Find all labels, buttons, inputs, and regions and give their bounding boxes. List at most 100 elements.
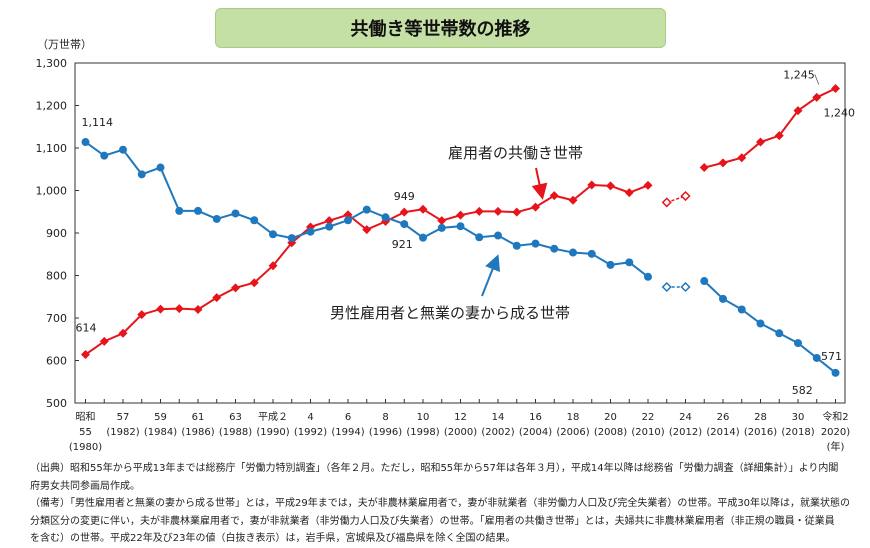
single-income-special-point xyxy=(661,281,672,293)
single-income-data-point xyxy=(362,205,371,214)
note-line: 分類区分の変更に伴い，夫が非農林業雇用者で，妻が非就業者（非労働力人口及び失業者… xyxy=(30,515,835,527)
x-tick-label: (2002) xyxy=(481,427,514,438)
x-tick-label: (2014) xyxy=(706,427,739,438)
dual-income-data-point xyxy=(81,350,90,360)
single-income-data-point xyxy=(812,353,821,362)
single-income-data-point xyxy=(700,277,709,286)
leader-line xyxy=(814,74,820,85)
single-income-data-point xyxy=(831,368,840,377)
chart-title: 共働き等世帯数の推移 xyxy=(215,8,666,48)
dual-income-data-point xyxy=(774,131,784,141)
y-tick-label: 500 xyxy=(46,397,67,410)
x-tick-label: 22 xyxy=(642,412,655,423)
arrow-single-income xyxy=(481,254,501,297)
dual-income-data-point xyxy=(549,191,559,201)
line-chart: （万世帯） 500 600 700 800 900 1,000 1,100 1,200 1,300… xyxy=(36,38,856,453)
single-income-data-point xyxy=(794,339,802,348)
x-tick-label: 28 xyxy=(754,412,767,423)
x-tick-label: (2016) xyxy=(744,427,777,438)
single-income-data-point xyxy=(306,227,315,236)
value-label: 949 xyxy=(394,190,415,203)
x-tick-label: 令和2 xyxy=(822,410,848,423)
series-label-dual-income: 雇用者の共働き世帯 xyxy=(448,144,583,162)
arrow-dual-income xyxy=(531,167,548,200)
single-income-data-point xyxy=(606,260,615,269)
x-tick-label: (2018) xyxy=(781,427,814,438)
dual-income-data-point xyxy=(231,283,240,293)
dual-income-data-point xyxy=(606,181,615,191)
single-income-data-point xyxy=(737,305,746,314)
dual-income-special-point xyxy=(680,190,691,202)
single-income-data-point xyxy=(494,231,502,240)
dual-income-data-point xyxy=(699,163,709,173)
single-income-data-point xyxy=(625,258,634,267)
x-tick-label: (1990) xyxy=(256,427,289,438)
x-tick-label: 2020) xyxy=(821,427,850,438)
y-tick-label: 800 xyxy=(46,270,67,283)
dual-income-data-point xyxy=(156,304,165,314)
dual-income-data-point xyxy=(568,195,578,205)
dual-income-data-point xyxy=(531,202,540,212)
dual-income-data-point xyxy=(118,328,128,338)
x-tick-label: 平成２ xyxy=(258,411,288,423)
x-tick-label: 6 xyxy=(345,412,351,423)
single-income-data-point xyxy=(81,138,90,147)
x-tick-label: (1988) xyxy=(219,427,252,438)
value-label: 1,245 xyxy=(783,68,815,81)
single-income-data-point xyxy=(287,234,296,243)
dual-income-data-point xyxy=(474,206,484,216)
single-income-data-point xyxy=(175,206,184,215)
single-income-data-point xyxy=(550,244,559,253)
note-line: を含む）の世帯。平成22年及び23年の値（白抜き表示）は，岩手県，宮城県及び福島… xyxy=(30,533,516,544)
x-tick-label: 61 xyxy=(192,412,205,423)
note-line: 府男女共同参画局作成。 xyxy=(30,480,140,492)
x-tick-label: 10 xyxy=(417,412,430,423)
dual-income-data-point xyxy=(643,180,653,190)
x-tick-label: (2010) xyxy=(631,427,664,438)
single-income-data-point xyxy=(194,206,202,215)
dual-income-data-point xyxy=(756,137,765,147)
plot-frame xyxy=(74,62,846,404)
dual-income-data-point xyxy=(399,207,409,217)
x-tick-label: (2008) xyxy=(594,427,627,438)
value-label: 921 xyxy=(392,238,413,251)
single-income-data-point xyxy=(231,209,240,218)
dual-income-data-point xyxy=(624,188,634,198)
x-tick-label: (1994) xyxy=(331,427,364,438)
x-tick-label: 57 xyxy=(117,412,130,423)
single-income-data-point xyxy=(475,233,484,242)
dual-income-data-point xyxy=(137,310,147,320)
value-label: 582 xyxy=(792,384,813,397)
x-tick-label: 20 xyxy=(604,412,617,423)
single-income-data-point xyxy=(719,294,727,303)
y-tick-label: 900 xyxy=(46,227,67,240)
x-tick-label: (2004) xyxy=(519,427,552,438)
dual-income-data-point xyxy=(418,204,428,214)
x-tick-label: (1980) xyxy=(69,442,102,453)
dual-income-data-point xyxy=(793,106,803,116)
y-tick-label: 600 xyxy=(46,355,67,368)
dual-income-data-point xyxy=(587,180,597,190)
single-income-data-point xyxy=(456,222,465,231)
x-tick-label: (1982) xyxy=(106,427,139,438)
dual-income-data-point xyxy=(324,216,334,226)
single-income-data-point xyxy=(344,216,352,225)
x-tick-label: 55 xyxy=(79,427,92,438)
x-tick-label: 昭和 xyxy=(76,411,96,423)
dual-income-data-point xyxy=(174,304,184,314)
x-tick-label: (1992) xyxy=(294,427,327,438)
dual-income-special-point xyxy=(661,197,672,208)
dual-income-data-point xyxy=(268,261,278,271)
single-income-data-point xyxy=(437,223,446,232)
x-tick-label: 59 xyxy=(154,412,167,423)
single-income-data-point xyxy=(644,272,652,281)
single-income-data-point xyxy=(269,230,277,239)
single-income-data-point xyxy=(137,170,146,179)
dual-income-data-point xyxy=(99,336,109,346)
y-tick-label: 1,300 xyxy=(36,57,68,70)
single-income-data-point xyxy=(775,329,784,338)
dual-income-data-point xyxy=(193,305,203,314)
dual-income-data-point xyxy=(437,216,447,226)
x-tick-label: (2006) xyxy=(556,427,589,438)
y-tick-label: 1,200 xyxy=(36,100,68,113)
